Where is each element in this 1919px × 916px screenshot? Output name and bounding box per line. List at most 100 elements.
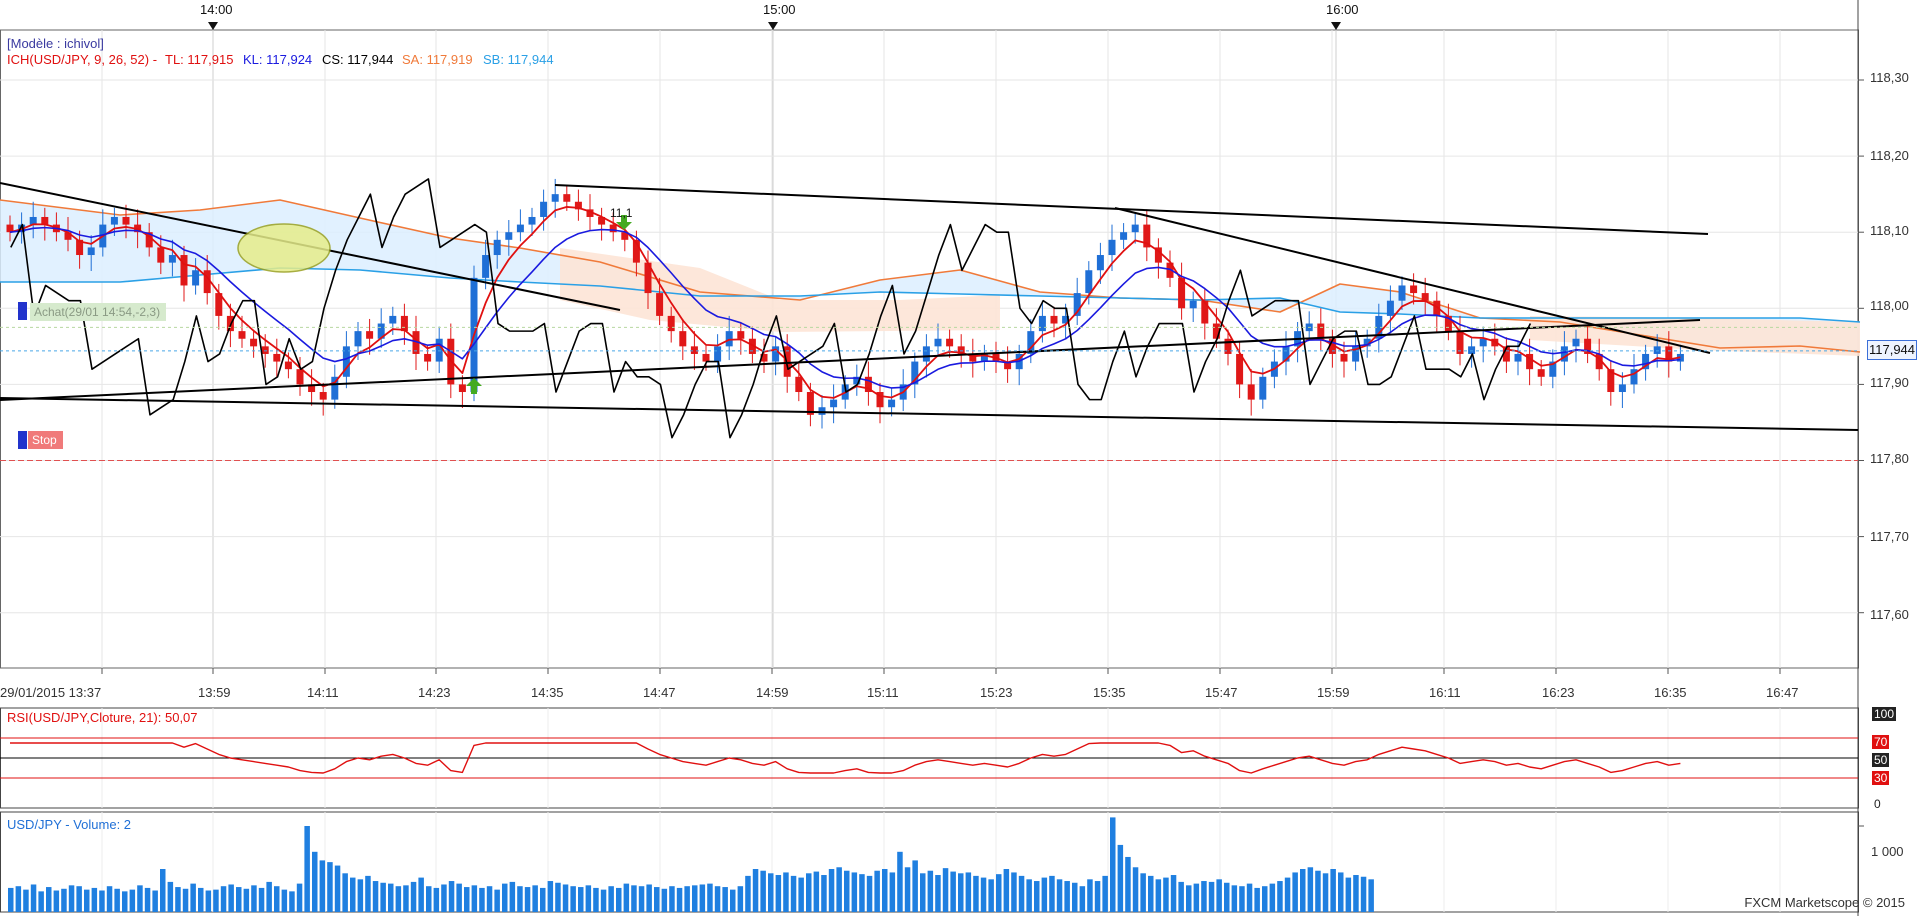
- volume-bar: [1269, 883, 1276, 912]
- candle-body: [1062, 315, 1070, 324]
- candle-body: [737, 331, 745, 339]
- volume-bar: [1353, 875, 1359, 912]
- volume-bar: [46, 887, 52, 912]
- volume-bar: [76, 886, 82, 912]
- candle-body: [122, 216, 130, 225]
- candle-body: [1085, 270, 1093, 294]
- volume-bar: [646, 884, 652, 912]
- candle-body: [1259, 376, 1267, 400]
- volume-bar: [1011, 872, 1017, 912]
- volume-bar: [15, 886, 22, 912]
- volume-bar: [1262, 886, 1268, 912]
- candle-body: [110, 216, 118, 225]
- buy-order-label[interactable]: Achat(29/01 14:54,-2,3): [30, 303, 167, 321]
- hour-marker: [1331, 22, 1341, 30]
- volume-bar: [570, 886, 576, 912]
- legend-sa: SA: 117,919: [402, 52, 473, 67]
- volume-bar: [866, 875, 873, 912]
- volume-bar: [1117, 844, 1124, 912]
- volume-bar: [752, 869, 759, 912]
- candle-body: [366, 331, 374, 339]
- x-axis-tick: 14:23: [418, 685, 451, 700]
- volume-bar: [555, 882, 561, 912]
- volume-bar: [220, 886, 227, 912]
- volume-bar: [942, 868, 949, 912]
- volume-bar: [1064, 881, 1070, 912]
- volume-bar: [904, 867, 911, 912]
- x-axis-tick: 16:35: [1654, 685, 1687, 700]
- x-axis-tick: 15:11: [867, 685, 899, 700]
- x-axis-tick: 16:47: [1766, 685, 1799, 700]
- volume-bar: [760, 870, 766, 912]
- volume-bar: [395, 886, 402, 912]
- candle-body: [1386, 300, 1394, 316]
- candle-body: [725, 331, 733, 347]
- volume-bar: [152, 890, 158, 912]
- volume-bar: [456, 883, 462, 912]
- volume-bar: [889, 872, 896, 912]
- volume-bar: [783, 872, 789, 912]
- candle-body: [957, 346, 965, 354]
- volume-bar: [160, 869, 166, 912]
- candle-body: [1108, 239, 1116, 256]
- volume-bar: [243, 888, 250, 912]
- volume-label: USD/JPY - Volume: 2: [7, 817, 132, 832]
- buy-order-handle[interactable]: [18, 302, 27, 320]
- candle-body: [1514, 353, 1522, 362]
- volume-bar: [669, 886, 675, 912]
- trendline-up: [0, 319, 1701, 401]
- volume-bar: [418, 877, 424, 912]
- volume-bar: [1307, 867, 1314, 912]
- candle-body: [516, 224, 524, 233]
- watermark: FXCM Marketscope © 2015: [1744, 895, 1905, 910]
- candle-body: [203, 270, 211, 294]
- volume-bar: [1041, 877, 1048, 912]
- volume-bar: [1338, 872, 1344, 912]
- volume-bar: [684, 886, 690, 912]
- candle-body: [1665, 346, 1673, 362]
- candle-body: [656, 293, 664, 316]
- volume-bar: [897, 851, 903, 912]
- volume-bar: [441, 884, 447, 912]
- candle-body: [702, 353, 710, 362]
- top-axis-tick: 15:00: [763, 2, 796, 17]
- volume-bar: [114, 888, 120, 912]
- volume-bar: [547, 881, 554, 912]
- x-axis-tick: 14:59: [756, 685, 789, 700]
- candle-body: [319, 392, 327, 400]
- stop-order-label[interactable]: Stop: [28, 431, 63, 449]
- volume-bar: [1148, 875, 1154, 912]
- volume-bar: [775, 875, 782, 912]
- volume-bar: [350, 877, 356, 912]
- volume-bar: [608, 886, 614, 912]
- volume-bar: [562, 884, 569, 912]
- candle-body: [1050, 315, 1058, 324]
- volume-bar: [448, 881, 455, 912]
- volume-bar: [661, 888, 668, 912]
- exit-arrow-icon: [616, 215, 632, 230]
- candle-body: [1340, 353, 1348, 362]
- stop-order-handle[interactable]: [18, 431, 27, 449]
- candle-body: [1398, 285, 1406, 301]
- trade-annotation: 11,1: [610, 206, 633, 220]
- volume-bar: [198, 887, 204, 912]
- volume-bar: [836, 867, 842, 912]
- volume-bar: [403, 885, 409, 912]
- rsi-level-0: 0: [1874, 797, 1881, 811]
- candle-body: [41, 216, 49, 225]
- volume-bar: [342, 873, 348, 912]
- volume-bar: [380, 882, 386, 912]
- candle-body: [922, 346, 930, 362]
- volume-bar: [965, 872, 972, 912]
- candle-body: [1178, 277, 1186, 309]
- volume-bar: [144, 887, 151, 912]
- volume-bar: [578, 887, 584, 912]
- volume-bar: [1216, 879, 1222, 912]
- volume-bar: [1239, 886, 1245, 912]
- candle-body: [540, 201, 548, 217]
- volume-bar: [281, 889, 288, 912]
- candle-body: [284, 361, 292, 370]
- y-axis-tick: 117,90: [1870, 375, 1909, 390]
